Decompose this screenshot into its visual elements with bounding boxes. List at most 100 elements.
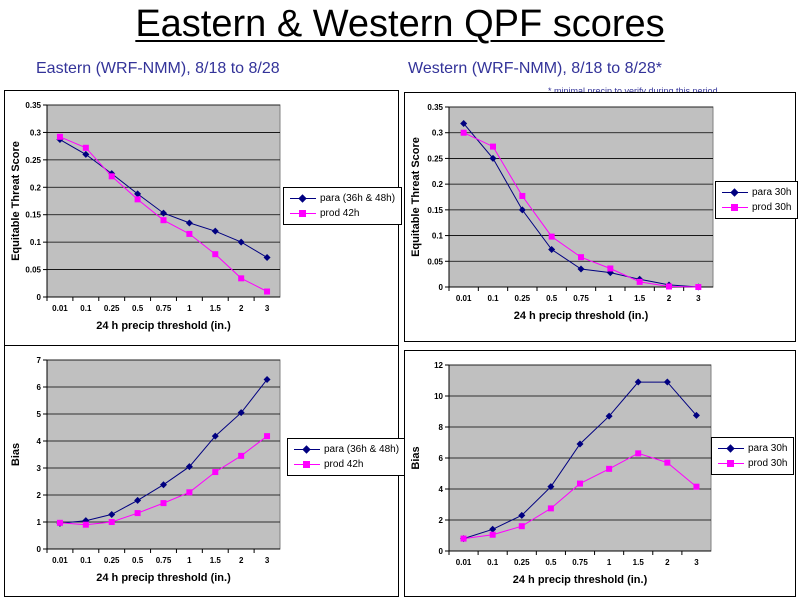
data-point-para <box>134 496 142 504</box>
legend-entry-prod: prod 42h <box>290 206 395 221</box>
x-tick-label: 0.1 <box>487 294 499 303</box>
data-point-prod <box>264 288 271 295</box>
data-point-para <box>185 219 193 227</box>
x-tick-label: 0.5 <box>132 304 144 313</box>
data-point-para <box>237 238 245 246</box>
legend-label-prod: prod 30h <box>748 458 788 469</box>
data-point-para <box>160 209 167 217</box>
data-point-prod <box>489 531 496 538</box>
west-ets-legend: para 30h prod 30h <box>715 181 799 219</box>
x-tick-label: 0.1 <box>487 558 499 567</box>
y-axis-label: Equitable Threat Score <box>410 137 422 257</box>
data-point-para <box>489 525 497 533</box>
data-point-prod <box>666 283 672 290</box>
y-tick-label: 12 <box>434 361 443 370</box>
x-tick-label: 0.75 <box>156 556 172 565</box>
data-point-prod <box>238 275 245 282</box>
x-tick-label: 1.5 <box>210 304 222 313</box>
west-bias-panel: 0 2 4 6 8 10 12 0.01 0.1 0.25 0.5 0.75 1 1.5 2 3 24 h pr… <box>404 350 796 597</box>
data-point-para <box>82 517 90 525</box>
x-tick-label: 0.1 <box>80 556 92 565</box>
data-point-prod <box>82 144 89 151</box>
east-ets-chart: 0 0.05 0.1 0.15 0.2 0.25 0.3 0.35 0.01 0.1 0.25 0.5… <box>10 101 281 332</box>
y-axis-label: Bias <box>10 443 22 466</box>
legend-label-prod: prod 42h <box>320 208 360 219</box>
x-tick-label: 0.01 <box>52 556 68 565</box>
data-point-prod <box>636 278 643 285</box>
data-point-prod <box>548 233 555 240</box>
x-tick-label: 0.25 <box>514 558 530 567</box>
data-point-prod <box>186 489 193 496</box>
x-tick-label: 0.25 <box>104 556 120 565</box>
east-bias-panel: 0 1 2 3 4 5 6 7 0.01 0.1 0.25 0.5 0.75 1 1.5 2 3 24 h pre… <box>4 345 407 597</box>
y-tick-label: 0.35 <box>25 101 41 110</box>
y-tick-label: 0 <box>439 547 444 556</box>
data-point-para <box>576 440 584 448</box>
data-point-prod <box>635 450 642 457</box>
legend-entry-para: para (36h & 48h) <box>290 191 395 206</box>
x-tick-label: 1 <box>607 558 612 567</box>
y-tick-label: 3 <box>37 464 42 473</box>
x-axis-label: 24 h precip threshold (in.) <box>96 572 231 584</box>
data-point-para <box>160 481 167 489</box>
y-tick-label: 4 <box>37 437 42 446</box>
data-point-prod <box>212 251 219 258</box>
data-point-prod <box>577 480 583 487</box>
x-tick-label: 3 <box>265 304 270 313</box>
west-ets-panel: 0 0.05 0.1 0.15 0.2 0.25 0.3 0.35 0.01 0.1 0.25 0.5… <box>404 92 799 342</box>
data-point-para <box>460 119 468 127</box>
y-tick-label: 1 <box>37 518 42 527</box>
y-tick-label: 0.3 <box>30 128 42 137</box>
data-point-prod <box>134 196 141 203</box>
legend-entry-prod: prod 30h <box>718 456 787 471</box>
data-point-para <box>547 483 555 491</box>
data-point-prod <box>212 469 219 476</box>
data-point-prod <box>186 230 193 237</box>
data-point-prod <box>134 510 141 517</box>
data-point-prod <box>160 500 167 507</box>
x-tick-label: 2 <box>239 304 244 313</box>
data-point-para <box>548 245 556 253</box>
y-tick-label: 0.1 <box>432 232 444 241</box>
data-point-prod <box>607 265 614 272</box>
plot-area <box>46 104 281 298</box>
x-tick-label: 0.01 <box>456 294 472 303</box>
x-tick-label: 1.5 <box>634 294 646 303</box>
x-tick-label: 0.01 <box>456 558 472 567</box>
y-tick-label: 5 <box>37 410 42 419</box>
y-axis-label: Bias <box>410 446 422 469</box>
x-tick-label: 1 <box>608 294 613 303</box>
data-point-para <box>211 227 219 235</box>
x-axis-label: 24 h precip threshold (in.) <box>514 310 649 322</box>
x-tick-label: 1 <box>187 556 192 565</box>
y-tick-label: 0 <box>439 283 444 292</box>
data-point-prod <box>695 284 702 290</box>
legend-entry-para: para (36h & 48h) <box>294 442 399 457</box>
y-tick-label: 0.25 <box>427 154 443 163</box>
data-point-prod <box>518 523 525 530</box>
y-tick-label: 0.35 <box>427 103 443 112</box>
data-point-para <box>489 154 497 162</box>
y-tick-label: 0.2 <box>30 183 42 192</box>
x-tick-label: 0.5 <box>132 556 144 565</box>
data-point-prod <box>578 254 584 261</box>
y-tick-label: 10 <box>434 392 443 401</box>
x-tick-label: 0.25 <box>515 294 531 303</box>
data-point-prod <box>108 173 115 180</box>
data-point-prod <box>664 459 671 466</box>
x-tick-label: 1.5 <box>633 558 645 567</box>
data-point-para <box>518 206 526 214</box>
y-tick-label: 6 <box>37 383 42 392</box>
data-point-prod <box>519 192 526 199</box>
x-tick-label: 1 <box>187 304 192 313</box>
data-point-prod <box>56 133 63 140</box>
data-point-prod <box>547 505 554 512</box>
data-point-prod <box>693 483 700 490</box>
x-tick-label: 0.75 <box>572 558 588 567</box>
west-ets-chart: 0 0.05 0.1 0.15 0.2 0.25 0.3 0.35 0.01 0.1 0.25 0.5… <box>410 103 714 322</box>
x-axis-label: 24 h precip threshold (in.) <box>96 320 231 332</box>
x-tick-label: 2 <box>665 558 670 567</box>
data-point-prod <box>108 519 115 525</box>
data-point-para <box>577 265 585 273</box>
data-point-para <box>108 510 116 518</box>
